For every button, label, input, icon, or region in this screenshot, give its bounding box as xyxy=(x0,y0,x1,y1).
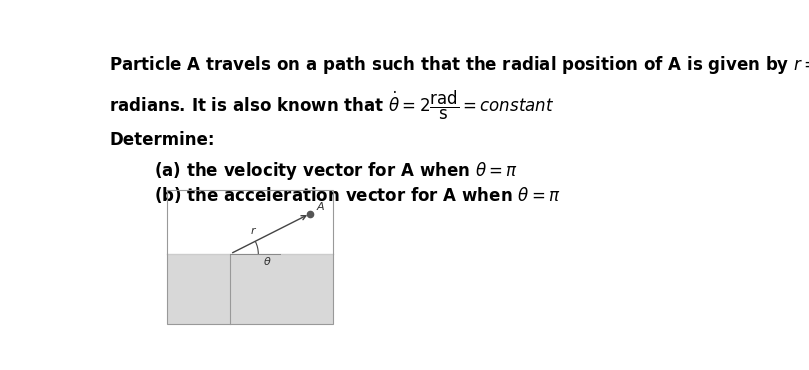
Text: $\theta$: $\theta$ xyxy=(263,255,272,268)
Bar xyxy=(167,190,333,254)
Text: $r$: $r$ xyxy=(250,225,257,236)
Text: $A$: $A$ xyxy=(316,200,325,212)
Bar xyxy=(167,254,333,324)
Text: (a) the velocity vector for A when $\theta = \pi$: (a) the velocity vector for A when $\the… xyxy=(155,160,519,182)
Text: Determine:: Determine: xyxy=(109,131,214,149)
Text: Particle A travels on a path such that the radial position of A is given by $r =: Particle A travels on a path such that t… xyxy=(109,54,809,76)
Text: (b) the acceleration vector for A when $\theta = \pi$: (b) the acceleration vector for A when $… xyxy=(155,185,561,205)
Bar xyxy=(167,190,333,324)
Text: radians. It is also known that $\dot{\theta} = 2\dfrac{\mathrm{rad}}{\mathrm{s}}: radians. It is also known that $\dot{\th… xyxy=(109,88,555,122)
